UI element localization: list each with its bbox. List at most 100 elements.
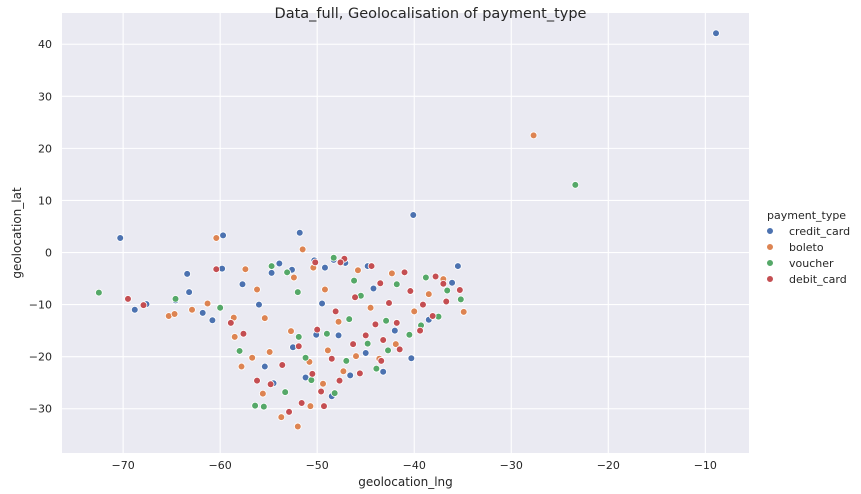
data-point [351,293,359,302]
data-point [321,263,329,272]
data-point [313,325,321,334]
data-point [253,376,261,385]
data-point [448,278,456,287]
data-point [116,234,125,242]
data-point [459,308,468,316]
data-point [293,288,302,296]
legend-item-voucher: voucher [766,257,834,270]
data-point [212,234,221,242]
data-point [363,339,372,348]
y-tick-label: 30 [38,90,52,103]
data-points [95,29,720,431]
data-point [259,389,267,398]
data-point [239,329,248,338]
legend-label: voucher [789,257,834,270]
data-point [323,329,331,338]
data-point [203,299,212,308]
data-point [275,259,284,268]
data-point [295,228,304,237]
data-point [335,376,344,385]
data-point [251,401,259,410]
data-point [216,303,224,312]
legend-item-debit_card: debit_card [766,273,847,286]
data-point [306,402,315,410]
legend-label: debit_card [789,273,847,286]
data-point [95,288,103,297]
data-point [170,310,179,318]
data-point [456,286,464,294]
data-point [319,379,327,388]
data-point [255,300,263,309]
data-point [261,362,269,371]
data-point [367,262,376,270]
data-point [366,303,375,312]
data-point [327,354,336,363]
data-point [320,402,328,410]
data-point [334,317,343,326]
data-point [346,371,354,380]
data-point [339,367,348,376]
data-point [377,357,386,365]
data-point [379,367,387,376]
data-point [248,353,256,362]
series-debit_card [124,254,464,416]
data-point [392,280,401,289]
y-tick-label: −20 [29,351,52,364]
data-point [318,299,326,308]
data-point [361,349,370,357]
data-point [212,265,221,273]
data-point [171,295,180,303]
x-tick-label: −30 [500,459,523,472]
y-tick-label: 0 [45,247,52,260]
data-point [529,131,538,140]
data-point [354,266,362,275]
y-tick-label: 40 [38,38,52,51]
data-point [372,364,381,373]
data-point [410,307,419,316]
x-tick-label: −10 [694,459,717,472]
y-tick-label: 20 [38,142,52,155]
y-tick-labels: −30 −20 −10 0 10 20 30 40 [29,38,52,415]
data-point [124,295,132,303]
x-axis-label: geolocation_lng [358,475,453,489]
data-point [443,286,452,295]
data-point [442,297,451,306]
data-point [369,284,378,293]
data-point [294,342,303,351]
data-point [294,333,303,341]
data-point [267,262,276,270]
legend-marker [766,275,774,283]
data-point [371,320,380,329]
data-point [230,333,239,341]
data-point [139,301,148,309]
data-point [392,319,401,327]
data-point [238,280,247,289]
data-point [265,348,274,356]
data-point [388,269,396,278]
data-point [331,307,340,316]
data-point [416,326,424,335]
data-point [424,290,433,298]
data-point [261,314,269,322]
data-point [384,346,392,355]
data-point [183,270,191,278]
x-tick-label: −50 [306,459,329,472]
data-point [237,362,246,371]
y-tick-label: −30 [29,403,52,416]
data-point [422,273,430,282]
data-point [352,352,360,360]
grid-lines [62,13,749,453]
data-point [208,316,217,325]
data-point [385,299,393,307]
chart-title: Data_full, Geolocalisation of payment_ty… [275,6,587,22]
data-point [405,330,414,339]
data-point [454,262,462,270]
data-point [379,336,387,344]
legend-marker [766,243,774,251]
x-tick-label: −60 [209,459,232,472]
data-point [349,340,357,348]
data-point [266,380,275,389]
plot-area [62,13,749,453]
data-point [227,319,235,327]
